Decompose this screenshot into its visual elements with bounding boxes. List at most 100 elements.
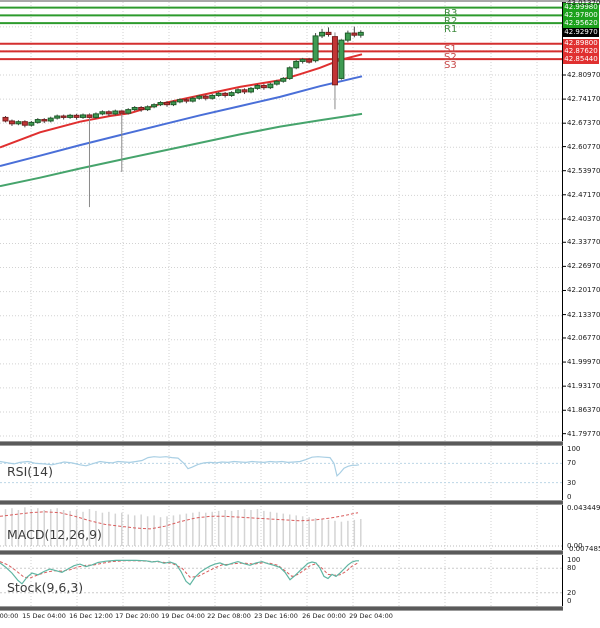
candle <box>164 102 170 106</box>
candle <box>189 97 196 102</box>
candle <box>351 32 358 36</box>
macd-scale-max: 0.043449 <box>567 504 600 512</box>
macd-scale-zero: 0.00 <box>567 542 583 550</box>
price-tag-r2: 42.97800 <box>563 11 599 20</box>
candle <box>157 102 164 106</box>
candle <box>209 94 216 99</box>
time-axis-label: 19 Dec 04:00 <box>161 612 205 620</box>
candle <box>247 87 254 93</box>
candle <box>357 31 364 36</box>
rsi-panel-area[interactable] <box>0 446 563 500</box>
rsi-scale-label: 30 <box>567 478 576 487</box>
candle <box>299 58 306 62</box>
candle <box>144 106 151 111</box>
price-axis-label: 42.33770 <box>567 238 600 247</box>
candle <box>60 115 67 118</box>
price-axis-label: 42.60770 <box>567 142 600 151</box>
stoch-scale-label: 80 <box>567 564 576 573</box>
candle <box>2 116 9 122</box>
price-axis-label: 42.06770 <box>567 333 600 342</box>
candle <box>183 99 190 102</box>
panel-separator[interactable] <box>0 550 563 555</box>
panel-separator[interactable] <box>0 500 563 505</box>
candle <box>8 120 15 125</box>
candle <box>273 80 280 85</box>
candle <box>338 39 345 79</box>
pivot-label-r2: R2 <box>444 16 458 27</box>
candle <box>202 95 209 99</box>
candle <box>260 85 267 89</box>
price-axis-label: 42.20170 <box>567 286 600 295</box>
candle <box>118 110 125 114</box>
candle <box>28 121 35 126</box>
candle <box>41 119 48 122</box>
candle <box>80 114 87 118</box>
candle <box>99 111 106 115</box>
candle <box>306 58 313 63</box>
price-axis-label: 43.01370 <box>567 0 600 7</box>
candle <box>112 110 119 115</box>
time-axis-label: 15 Dec 04:00 <box>22 612 66 620</box>
candle <box>170 101 177 106</box>
time-axis-label: 17 Dec 20:00 <box>115 612 159 620</box>
candle <box>241 89 248 93</box>
time-axis-label: 29 Dec 04:00 <box>349 612 393 620</box>
time-axis-label: 00:00 <box>0 612 19 620</box>
main-chart-plot-area[interactable] <box>0 2 563 441</box>
time-axis-label: 22 Dec 08:00 <box>207 612 251 620</box>
candle <box>331 36 338 86</box>
price-axis-label: 42.67370 <box>567 119 600 128</box>
stoch-panel-label: Stock(9,6,3) <box>7 580 84 595</box>
time-axis-label: 26 Dec 00:00 <box>302 612 346 620</box>
price-axis-label: 41.79770 <box>567 429 600 438</box>
price-tag-r3: 42.99980 <box>563 3 599 12</box>
candle <box>131 106 138 111</box>
ma-slow-line <box>0 112 363 188</box>
candle <box>67 114 74 118</box>
stoch-scale-label: 100 <box>567 556 581 564</box>
candle <box>47 117 54 122</box>
candle <box>176 99 183 103</box>
price-axis-label: 42.53970 <box>567 166 600 175</box>
candle <box>319 31 326 37</box>
pivot-label-r3: R3 <box>444 8 458 19</box>
candle <box>138 106 145 111</box>
candle <box>34 119 41 123</box>
macd-signal-line <box>0 511 359 530</box>
ma-fast-line <box>0 53 363 149</box>
price-axis-label: 41.93170 <box>567 382 600 391</box>
candle <box>293 60 300 69</box>
time-axis-label: 23 Dec 16:00 <box>254 612 298 620</box>
price-axis-label: 41.86370 <box>567 406 600 415</box>
candle <box>228 92 235 96</box>
candle <box>21 121 28 126</box>
bottom-axis-separator <box>0 606 563 611</box>
candle <box>196 95 203 99</box>
candle <box>54 115 61 119</box>
candle <box>92 113 99 118</box>
price-axis-area[interactable] <box>563 2 600 608</box>
price-tag-s2: 42.87620 <box>563 47 599 56</box>
price-axis-label: 42.26970 <box>567 262 600 271</box>
price-axis-label: 41.99970 <box>567 358 600 367</box>
panel-separator[interactable] <box>0 441 563 446</box>
stoch-scale-label: 0 <box>567 597 572 605</box>
stoch-panel-area[interactable] <box>0 555 563 606</box>
price-axis-label: 42.40370 <box>567 214 600 223</box>
price-axis-label: 42.74170 <box>567 95 600 104</box>
candle <box>222 92 229 96</box>
macd-scale-value: 0.007485 <box>569 545 600 553</box>
candle <box>105 111 112 115</box>
candle <box>151 104 158 108</box>
candle <box>254 85 261 89</box>
ma-mid-line <box>0 75 363 167</box>
candle <box>312 35 319 62</box>
pivot-label-s2: S2 <box>444 52 457 63</box>
candle <box>215 92 222 96</box>
price-axis-label: 42.80970 <box>567 71 600 79</box>
price-tag-s1: 42.89800 <box>563 39 599 48</box>
pivot-label-s3: S3 <box>444 60 457 71</box>
price-axis-label: 42.13370 <box>567 310 600 319</box>
stoch-k-line <box>0 559 359 586</box>
